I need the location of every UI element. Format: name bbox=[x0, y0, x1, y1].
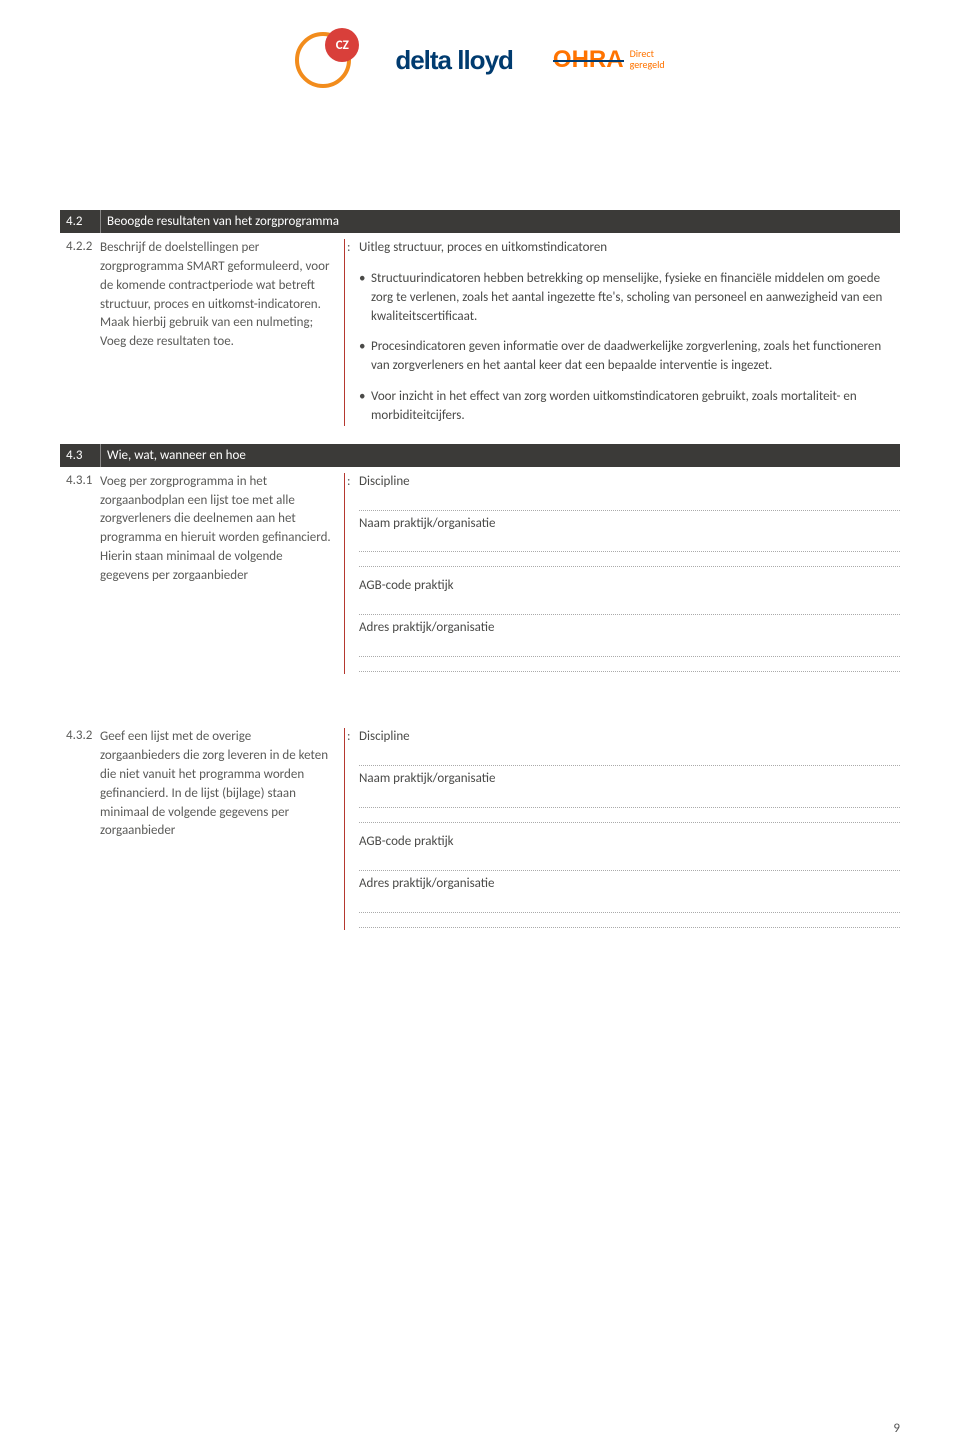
intro-text: Uitleg structuur, proces en uitkomstindi… bbox=[359, 239, 900, 258]
row-4-3-1: 4.3.1 Voeg per zorgprogramma in het zorg… bbox=[60, 467, 900, 692]
colon: : bbox=[347, 728, 350, 747]
field-label-adres: Adres praktijk/organisatie bbox=[359, 875, 900, 894]
row-right-block: : Discipline Naam praktijk/organisatie A… bbox=[345, 473, 900, 674]
section-header-4-2: 4.2 Beoogde resultaten van het zorgprogr… bbox=[60, 210, 900, 233]
dotted-input-line[interactable] bbox=[359, 807, 900, 808]
row-right-block: : Discipline Naam praktijk/organisatie A… bbox=[345, 728, 900, 929]
row-4-3-2: 4.3.2 Geef een lijst met de overige zorg… bbox=[60, 722, 900, 947]
dotted-input-line[interactable] bbox=[359, 614, 900, 615]
section-header-4-3: 4.3 Wie, wat, wanneer en hoe bbox=[60, 444, 900, 467]
colon: : bbox=[347, 239, 350, 258]
page-number: 9 bbox=[893, 1421, 900, 1436]
field-label-agb: AGB-code praktijk bbox=[359, 833, 900, 852]
field-label-naam: Naam praktijk/organisatie bbox=[359, 770, 900, 789]
row-left-text: Geef een lijst met de overige zorgaanbie… bbox=[100, 728, 344, 929]
dotted-input-line[interactable] bbox=[359, 551, 900, 552]
bullet-dot-icon: • bbox=[359, 270, 371, 327]
logo-delta-lloyd: delta lloyd bbox=[395, 45, 513, 76]
row-num: 4.3.1 bbox=[60, 473, 100, 674]
dotted-input-line[interactable] bbox=[359, 671, 900, 672]
row-left-text: Beschrijf de doelstellingen per zorgprog… bbox=[100, 239, 344, 426]
bullet-1: • Structuurindicatoren hebben betrekking… bbox=[359, 270, 900, 327]
logo-cz: CZ bbox=[295, 30, 355, 90]
field-label-naam: Naam praktijk/organisatie bbox=[359, 515, 900, 534]
row-num: 4.3.2 bbox=[60, 728, 100, 929]
field-label-discipline: Discipline bbox=[359, 473, 900, 492]
colon: : bbox=[347, 473, 350, 492]
dotted-input-line[interactable] bbox=[359, 927, 900, 928]
field-label-discipline: Discipline bbox=[359, 728, 900, 747]
bullet-3: • Voor inzicht in het effect van zorg wo… bbox=[359, 388, 900, 426]
dotted-input-line[interactable] bbox=[359, 510, 900, 511]
logo-cz-text: CZ bbox=[325, 28, 359, 62]
dotted-input-line[interactable] bbox=[359, 870, 900, 871]
section-title: Wie, wat, wanneer en hoe bbox=[101, 444, 900, 467]
bullet-dot-icon: • bbox=[359, 388, 371, 426]
section-title: Beoogde resultaten van het zorgprogramma bbox=[101, 210, 900, 233]
dotted-input-line[interactable] bbox=[359, 912, 900, 913]
section-num: 4.2 bbox=[60, 210, 100, 233]
section-num: 4.3 bbox=[60, 444, 100, 467]
field-label-agb: AGB-code praktijk bbox=[359, 577, 900, 596]
dotted-input-line[interactable] bbox=[359, 822, 900, 823]
logo-ohra-text: OHRA bbox=[553, 46, 624, 74]
row-right-block: : Uitleg structuur, proces en uitkomstin… bbox=[345, 239, 900, 426]
row-4-2-2: 4.2.2 Beschrijf de doelstellingen per zo… bbox=[60, 233, 900, 444]
logo-bar: CZ delta lloyd OHRA Direct geregeld bbox=[60, 30, 900, 90]
dotted-input-line[interactable] bbox=[359, 765, 900, 766]
content-table: 4.2 Beoogde resultaten van het zorgprogr… bbox=[60, 210, 900, 948]
dotted-input-line[interactable] bbox=[359, 566, 900, 567]
bullet-dot-icon: • bbox=[359, 338, 371, 376]
dotted-input-line[interactable] bbox=[359, 656, 900, 657]
row-num: 4.2.2 bbox=[60, 239, 100, 426]
row-left-text: Voeg per zorgprogramma in het zorgaanbod… bbox=[100, 473, 344, 674]
logo-ohra-sub: Direct geregeld bbox=[630, 48, 665, 70]
logo-ohra: OHRA Direct geregeld bbox=[553, 46, 665, 74]
field-label-adres: Adres praktijk/organisatie bbox=[359, 619, 900, 638]
bullet-2: • Procesindicatoren geven informatie ove… bbox=[359, 338, 900, 376]
